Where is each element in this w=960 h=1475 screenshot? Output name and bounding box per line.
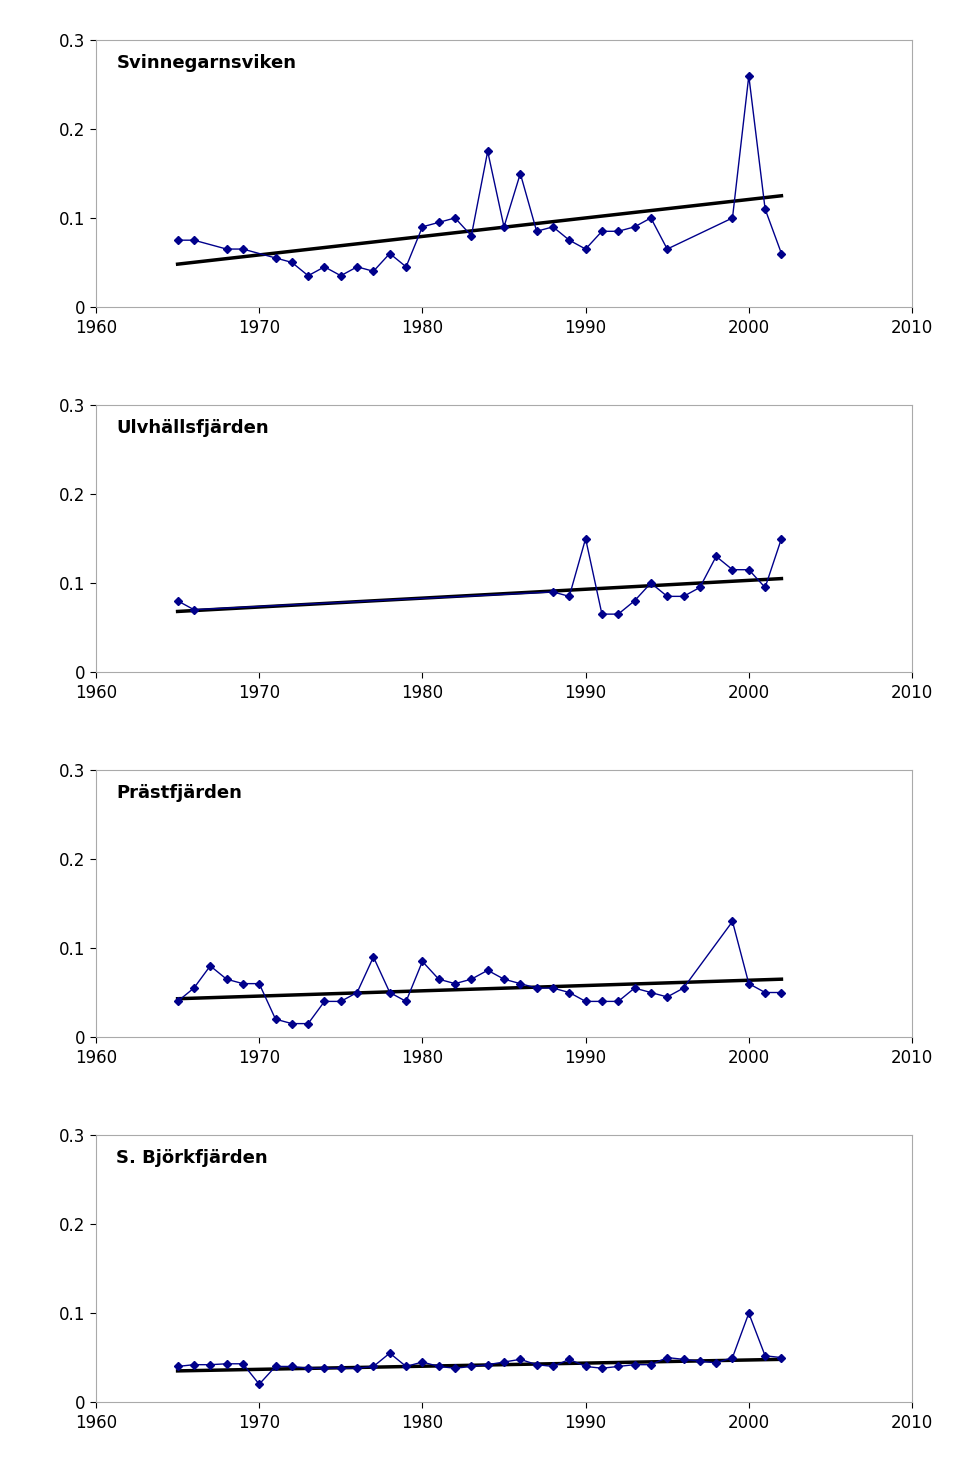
Text: Ulvhällsfjärden: Ulvhällsfjärden	[116, 419, 269, 437]
Text: S. Björkfjärden: S. Björkfjärden	[116, 1149, 268, 1167]
Text: Svinnegarnsviken: Svinnegarnsviken	[116, 53, 297, 72]
Text: Prästfjärden: Prästfjärden	[116, 783, 242, 802]
